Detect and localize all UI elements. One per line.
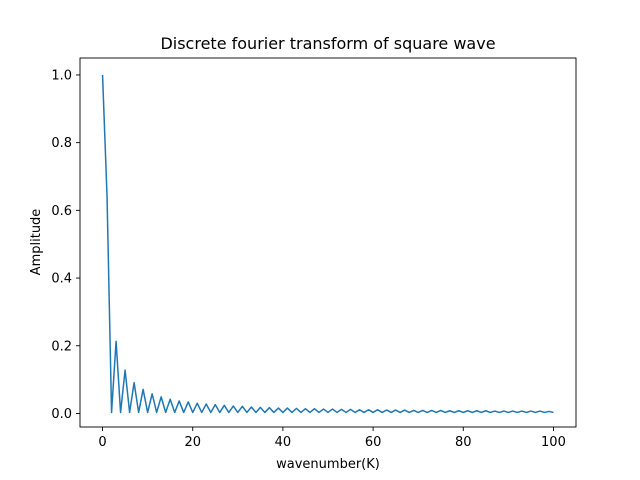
x-tick-label: 40 [275, 435, 292, 450]
y-axis-label: Amplitude [29, 209, 44, 276]
x-tick-label: 60 [365, 435, 382, 450]
y-tick-label: 0.4 [51, 272, 72, 287]
plot-frame [79, 57, 577, 428]
y-tick-label: 0.2 [51, 339, 72, 354]
chart-title: Discrete fourier transform of square wav… [160, 34, 495, 53]
y-tick-label: 0.0 [51, 407, 72, 422]
y-axis: 0.0 0.2 0.4 0.6 0.8 1.0 [51, 68, 80, 422]
series-line-0 [101, 74, 554, 414]
x-tick-label: 80 [455, 435, 472, 450]
y-tick-label: 0.6 [51, 204, 72, 219]
y-tick-label: 1.0 [51, 68, 72, 83]
x-axis-label: wavenumber(K) [276, 457, 380, 472]
y-tick-label: 0.8 [51, 136, 72, 151]
x-tick-label: 0 [98, 435, 106, 450]
plot-area [79, 57, 577, 428]
x-tick-label: 20 [184, 435, 201, 450]
x-tick-label: 100 [541, 435, 566, 450]
x-axis: 0 20 40 60 80 100 [98, 427, 566, 450]
